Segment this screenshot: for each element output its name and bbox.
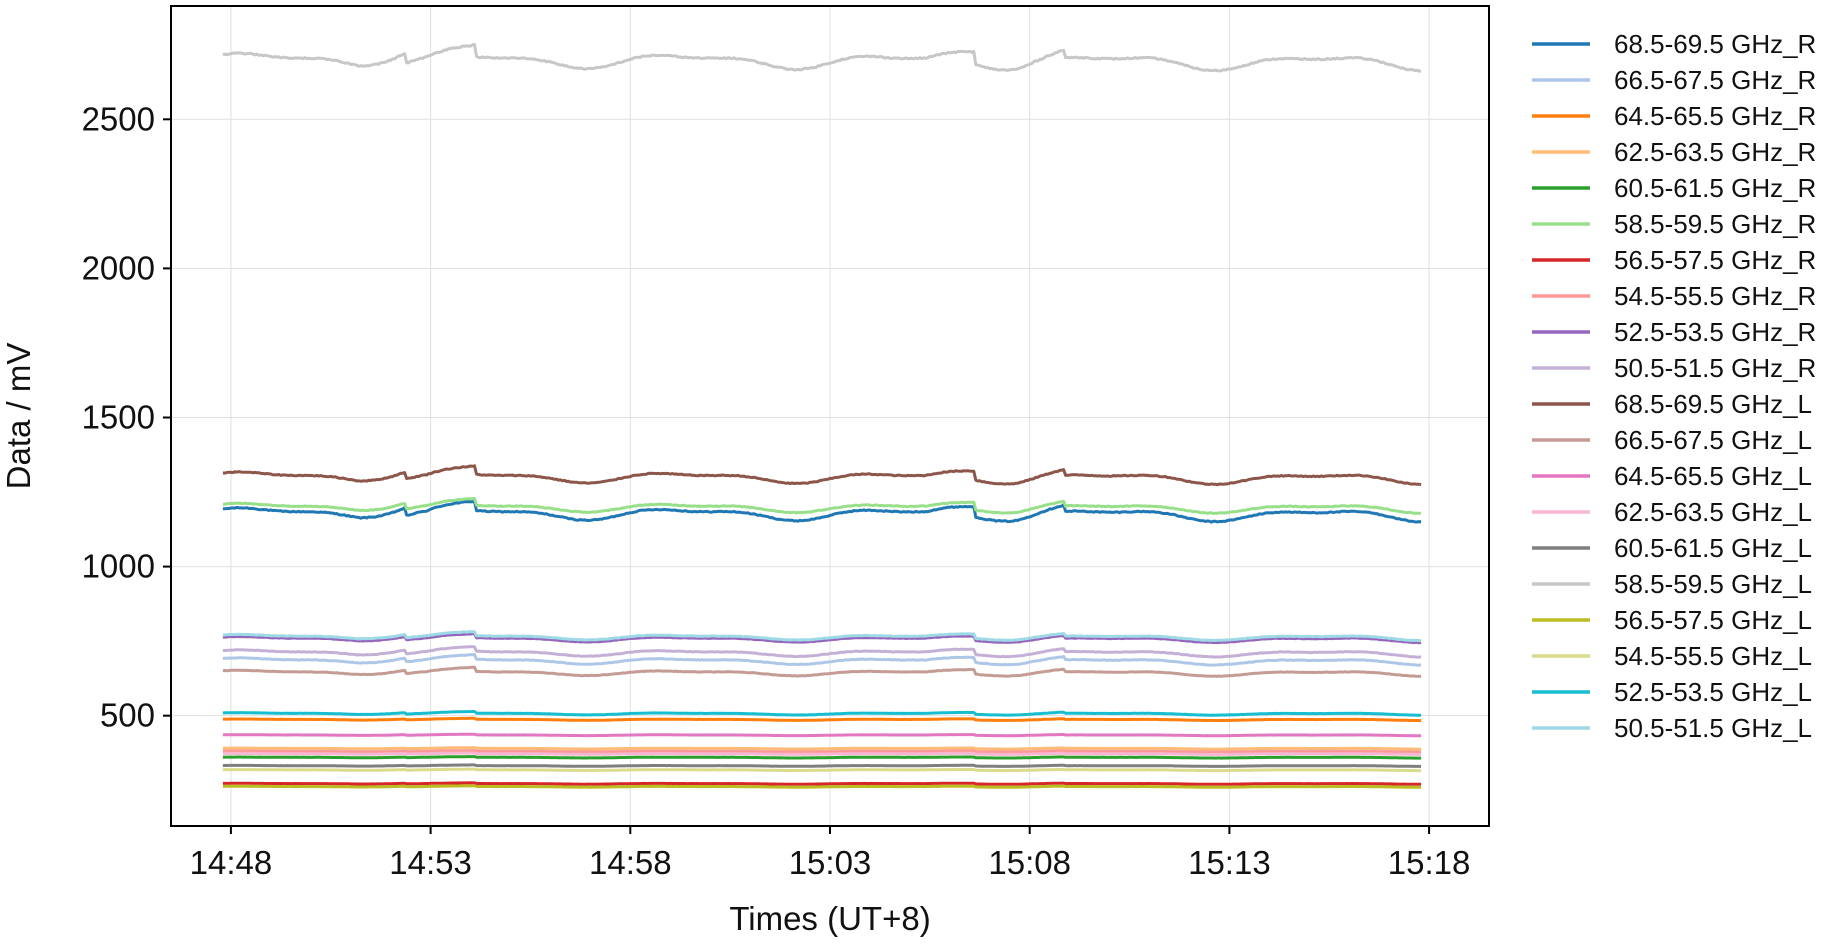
y-tick-label: 500 xyxy=(100,697,155,734)
legend-label: 58.5-59.5 GHz_R xyxy=(1614,209,1816,239)
y-tick-label: 1000 xyxy=(82,548,155,585)
axis-ticks: 500 1000 1500 2000 2500 14:48 14:53 14:58 15:03 1… xyxy=(82,100,1471,881)
legend-label: 62.5-63.5 GHz_R xyxy=(1614,137,1816,167)
legend-label: 68.5-69.5 GHz_R xyxy=(1614,29,1816,59)
legend-label: 58.5-59.5 GHz_L xyxy=(1614,569,1812,599)
legend-label: 64.5-65.5 GHz_L xyxy=(1614,461,1812,491)
x-tick-label: 14:53 xyxy=(389,844,472,881)
y-tick-label: 2500 xyxy=(82,100,155,137)
legend-label: 52.5-53.5 GHz_R xyxy=(1614,317,1816,347)
series-line xyxy=(222,499,1422,524)
series-line xyxy=(222,781,1422,786)
series-line xyxy=(222,784,1422,789)
series-line xyxy=(222,43,1422,73)
legend-label: 62.5-63.5 GHz_L xyxy=(1614,497,1812,527)
series-line xyxy=(222,732,1422,738)
legend-label: 66.5-67.5 GHz_L xyxy=(1614,425,1812,455)
x-tick-label: 14:58 xyxy=(589,844,672,881)
series-line xyxy=(222,653,1422,667)
series-line xyxy=(222,497,1422,515)
legend-label: 52.5-53.5 GHz_L xyxy=(1614,677,1812,707)
series-line xyxy=(222,751,1422,756)
series-line xyxy=(222,749,1422,754)
legend-label: 66.5-67.5 GHz_R xyxy=(1614,65,1816,95)
legend-label: 50.5-51.5 GHz_L xyxy=(1614,713,1812,743)
x-tick-label: 15:03 xyxy=(789,844,872,881)
legend: 68.5-69.5 GHz_R 66.5-67.5 GHz_R 64.5-65.5 … xyxy=(1532,29,1816,743)
legend-label: 64.5-65.5 GHz_R xyxy=(1614,101,1816,131)
gridlines xyxy=(171,6,1489,826)
legend-label: 68.5-69.5 GHz_L xyxy=(1614,389,1812,419)
series-line xyxy=(222,464,1422,487)
legend-label: 50.5-51.5 GHz_R xyxy=(1614,353,1816,383)
series-line xyxy=(222,763,1422,768)
legend-label: 56.5-57.5 GHz_L xyxy=(1614,605,1812,635)
series-line xyxy=(222,645,1422,659)
y-tick-label: 1500 xyxy=(82,398,155,435)
series-line xyxy=(222,710,1422,717)
series-line xyxy=(222,746,1422,751)
x-tick-label: 15:08 xyxy=(988,844,1071,881)
x-tick-label: 14:48 xyxy=(190,844,273,881)
legend-label: 54.5-55.5 GHz_R xyxy=(1614,281,1816,311)
series-line xyxy=(222,630,1422,643)
series-line xyxy=(222,767,1422,773)
series-line xyxy=(222,632,1422,645)
series-line xyxy=(222,665,1422,678)
series-line xyxy=(222,716,1422,723)
x-tick-label: 15:18 xyxy=(1388,844,1471,881)
y-axis-label: Data / mV xyxy=(0,343,37,490)
x-tick-label: 15:13 xyxy=(1188,844,1271,881)
legend-label: 60.5-61.5 GHz_R xyxy=(1614,173,1816,203)
y-tick-label: 2000 xyxy=(82,249,155,286)
legend-label: 54.5-55.5 GHz_L xyxy=(1614,641,1812,671)
series-lines xyxy=(222,43,1422,789)
legend-label: 60.5-61.5 GHz_L xyxy=(1614,533,1812,563)
x-axis-label: Times (UT+8) xyxy=(729,900,930,937)
legend-label: 56.5-57.5 GHz_R xyxy=(1614,245,1816,275)
series-line xyxy=(222,755,1422,760)
